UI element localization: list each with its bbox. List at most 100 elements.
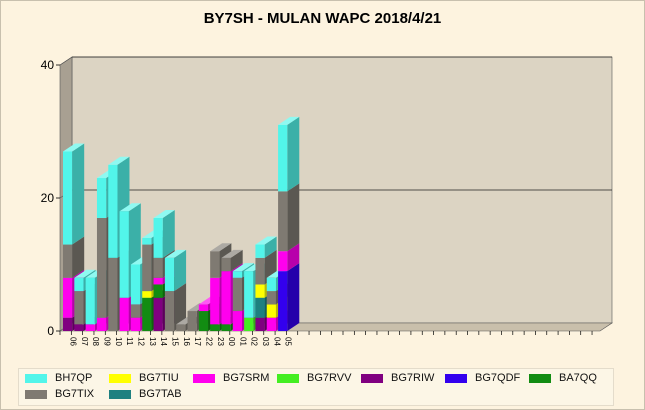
bar-12-BG7TIX: [130, 304, 141, 318]
bar-side-05-BG7SRM: [287, 243, 300, 272]
chart-legend: BH7QP BG7TIU BG7SRM BG7RVV BG7RIW BG7QDF BA7QQ…: [18, 368, 614, 406]
legend-label: BA7QQ: [559, 372, 597, 384]
legend-label: BG7QDF: [475, 372, 521, 384]
y-tick-label: 0: [47, 324, 54, 338]
x-tick-label: 13: [148, 337, 157, 346]
bar-top-11: [119, 203, 141, 212]
bar-13-BA7QQ: [142, 297, 152, 331]
x-tick-label: 12: [137, 337, 146, 346]
legend-label: BG7TIU: [139, 372, 179, 384]
bar-09-BH7QP: [96, 178, 107, 218]
legend-swatch: [25, 374, 47, 383]
bar-04-BG7TIU: [266, 304, 276, 318]
bar-08-BG7SRM: [85, 324, 95, 331]
x-tick-label: 14: [159, 337, 168, 346]
bar-05-BG7TIX: [278, 191, 288, 252]
legend-label: BG7TAB: [139, 388, 182, 400]
x-tick-label: 05: [284, 337, 293, 346]
bar-top-05: [278, 116, 300, 125]
bar-10-BH7QP: [108, 164, 118, 258]
legend-label: BG7SRM: [223, 372, 270, 384]
x-tick-label: 15: [170, 337, 179, 346]
bar-top-03: [255, 236, 277, 245]
bar-06-BG7RIW: [63, 317, 73, 331]
x-tick-label: 02: [250, 337, 259, 346]
bar-11-BG7SRM: [119, 297, 129, 331]
x-tick-label: 00: [227, 337, 236, 346]
bar-23-BG7SRM: [210, 277, 220, 325]
bar-05-BG7QDF: [278, 271, 288, 331]
bar-side-00-BG7TIX: [230, 249, 243, 272]
legend-swatch: [529, 374, 551, 383]
bar-01-BG7SRM: [232, 311, 242, 331]
x-tick-label: 11: [125, 337, 134, 346]
y-tick-label: 40: [41, 58, 55, 72]
legend-swatch: [361, 374, 383, 383]
bar-13-BG7TIX: [142, 244, 152, 292]
bar-01-BH7QP: [232, 271, 242, 278]
bar-00-BG7SRM: [221, 271, 231, 325]
bar-side-15-BG7TIX: [174, 283, 187, 331]
bar-03-BG7TIU: [255, 284, 265, 298]
bar-13-BG7TIU: [142, 291, 152, 298]
x-tick-label: 17: [193, 337, 202, 346]
x-tick-label: 08: [91, 337, 100, 346]
bar-22-BG7SRM: [198, 304, 209, 312]
bar-14-BH7QP: [153, 217, 163, 258]
bar-14-BG7RIW: [153, 297, 163, 331]
bar-side-06-BH7QP: [72, 143, 85, 245]
bar-top-14: [153, 209, 175, 218]
legend-label: BG7RVV: [307, 372, 352, 384]
bar-11-BH7QP: [119, 211, 129, 298]
bar-14-BG7SRM: [153, 277, 163, 285]
bar-top-06: [63, 143, 85, 152]
x-tick-label: 23: [216, 337, 225, 346]
bar-side-15-BH7QP: [174, 249, 187, 292]
bar-10-BG7TIX: [108, 257, 118, 331]
bar-side-06-BG7TIX: [72, 236, 85, 278]
legend-label: BG7TIX: [55, 388, 95, 400]
x-tick-label: 16: [182, 337, 191, 346]
bar-04-BG7SRM: [266, 317, 276, 331]
bar-07-BG7TIX: [74, 291, 84, 325]
legend-swatch: [445, 374, 467, 383]
bar-03-BG7RIW: [255, 317, 265, 331]
bar-03-BG7TIX: [255, 257, 265, 285]
gridline-side: [59, 56, 73, 66]
legend-swatch: [109, 374, 131, 383]
bar-side-03-BH7QP: [264, 236, 277, 258]
bar-15-BH7QP: [164, 257, 175, 292]
x-tick-label: 04: [272, 337, 281, 346]
bar-05-BG7SRM: [278, 251, 288, 272]
bar-08-BH7QP: [85, 277, 95, 325]
bar-top-01: [232, 263, 254, 272]
bar-04-BG7TIX: [266, 291, 276, 305]
bar-06-BG7TIX: [63, 244, 73, 278]
bar-14-BG7TIX: [153, 257, 163, 278]
bar-00-BA7QQ: [221, 324, 231, 331]
bar-02-BH7QP: [244, 271, 254, 318]
legend-swatch: [25, 390, 47, 399]
bar-top-07: [74, 269, 96, 278]
bar-01-BG7TIX: [232, 277, 242, 312]
bar-top-23: [210, 243, 232, 252]
bar-side-14-BH7QP: [162, 209, 175, 258]
bar-15-BG7TIX: [164, 291, 175, 331]
x-tick-label: 03: [261, 337, 270, 346]
bar-06-BG7SRM: [63, 277, 73, 318]
bar-top-15: [164, 249, 187, 258]
bar-07-BG7RIW: [74, 324, 84, 331]
bar-03-BH7QP: [255, 244, 265, 258]
bar-12-BH7QP: [130, 264, 141, 305]
chart-title: BY7SH - MULAN WAPC 2018/4/21: [203, 10, 442, 27]
bar-09-BG7TIX: [96, 217, 107, 318]
legend-swatch: [193, 374, 215, 383]
x-tick-label: 10: [114, 337, 123, 346]
bar-23-BA7QQ: [210, 324, 220, 331]
bar-03-BG7TAB: [255, 297, 265, 318]
x-tick-label: 22: [204, 337, 213, 346]
bar-17-BG7TIX: [187, 311, 197, 331]
bar-04-BH7QP: [266, 277, 276, 292]
bar-side-05-BG7TIX: [287, 183, 300, 252]
